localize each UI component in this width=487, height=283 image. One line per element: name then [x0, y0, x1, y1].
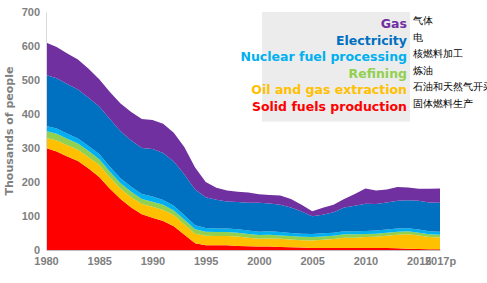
legend-translation: 气体 [413, 15, 433, 26]
legend-entry: Gas [381, 16, 407, 31]
y-tick: 600 [22, 40, 46, 52]
legend-entry: Electricity [336, 33, 407, 48]
x-axis-line [47, 250, 441, 251]
y-tick-label: 100 [22, 210, 40, 222]
chart-container: 198019851990199520002005201020152017p010… [0, 0, 487, 283]
y-tick-label: 700 [22, 6, 40, 18]
y-tick: 100 [22, 210, 46, 222]
y-tick: 500 [22, 74, 46, 86]
legend-translation: 石油和天然气开采 [413, 81, 487, 92]
chart-svg: 198019851990199520002005201020152017p010… [0, 0, 487, 283]
x-tick-label: 1990 [141, 255, 165, 267]
legend-entry: Refining [349, 66, 407, 81]
legend-entry: Solid fuels production [252, 99, 407, 114]
y-tick: 700 [22, 6, 46, 18]
y-tick-label: 400 [22, 108, 40, 120]
x-axis: 198019851990199520002005201020152017p [34, 250, 456, 267]
x-tick: 2005 [300, 250, 324, 267]
legend-translation: 固体燃料生产 [413, 98, 473, 109]
x-tick: 1990 [141, 250, 165, 267]
legend-translation: 炼油 [413, 65, 433, 76]
legend: Gas 气体 Electricity 电 Nuclear fuel processing… [240, 12, 487, 122]
x-tick: 1995 [194, 250, 218, 267]
plot-area [46, 43, 440, 250]
x-tick: 1985 [88, 250, 112, 267]
y-tick: 400 [22, 108, 46, 120]
y-tick-label: 0 [34, 244, 40, 256]
x-tick-label: 2010 [354, 255, 378, 267]
y-tick: 0 [34, 244, 46, 256]
y-tick-label: 500 [22, 74, 40, 86]
y-axis-title: Thousands of people [3, 67, 16, 196]
legend-translation: 电 [413, 32, 423, 43]
x-tick-label: 1985 [88, 255, 112, 267]
y-axis: 0 100 200 300 400 500 600 700 [22, 6, 47, 256]
x-tick: 2000 [247, 250, 271, 267]
y-tick-label: 600 [22, 40, 40, 52]
y-axis-line [46, 13, 47, 251]
x-tick: 2017p [425, 250, 456, 267]
x-tick: 2010 [354, 250, 378, 267]
y-tick: 300 [22, 142, 46, 154]
x-tick-label: 2017p [425, 255, 456, 267]
x-tick-label: 2000 [247, 255, 271, 267]
y-tick-label: 300 [22, 142, 40, 154]
area [46, 43, 440, 217]
legend-translation: 核燃料加工 [412, 48, 463, 59]
y-tick-label: 200 [22, 176, 40, 188]
legend-entry: Oil and gas extraction [251, 82, 407, 97]
x-tick-label: 1995 [194, 255, 218, 267]
y-tick: 200 [22, 176, 46, 188]
legend-entry: Nuclear fuel processing [240, 49, 407, 64]
x-tick-label: 1980 [34, 255, 58, 267]
x-tick-label: 2005 [300, 255, 324, 267]
